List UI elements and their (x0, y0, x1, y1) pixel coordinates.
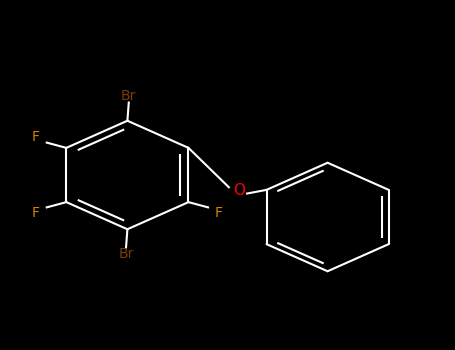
Text: F: F (32, 131, 40, 144)
Text: Br: Br (118, 247, 134, 261)
Text: F: F (215, 206, 223, 220)
Text: O: O (233, 183, 245, 198)
Text: Br: Br (121, 89, 136, 103)
Text: F: F (32, 206, 40, 220)
